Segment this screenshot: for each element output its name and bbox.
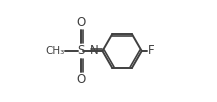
Text: O: O [76,73,85,86]
Text: CH₃: CH₃ [45,46,64,56]
Text: O: O [76,16,85,29]
Text: S: S [77,44,84,58]
Text: F: F [147,44,154,58]
Text: N: N [90,44,98,58]
